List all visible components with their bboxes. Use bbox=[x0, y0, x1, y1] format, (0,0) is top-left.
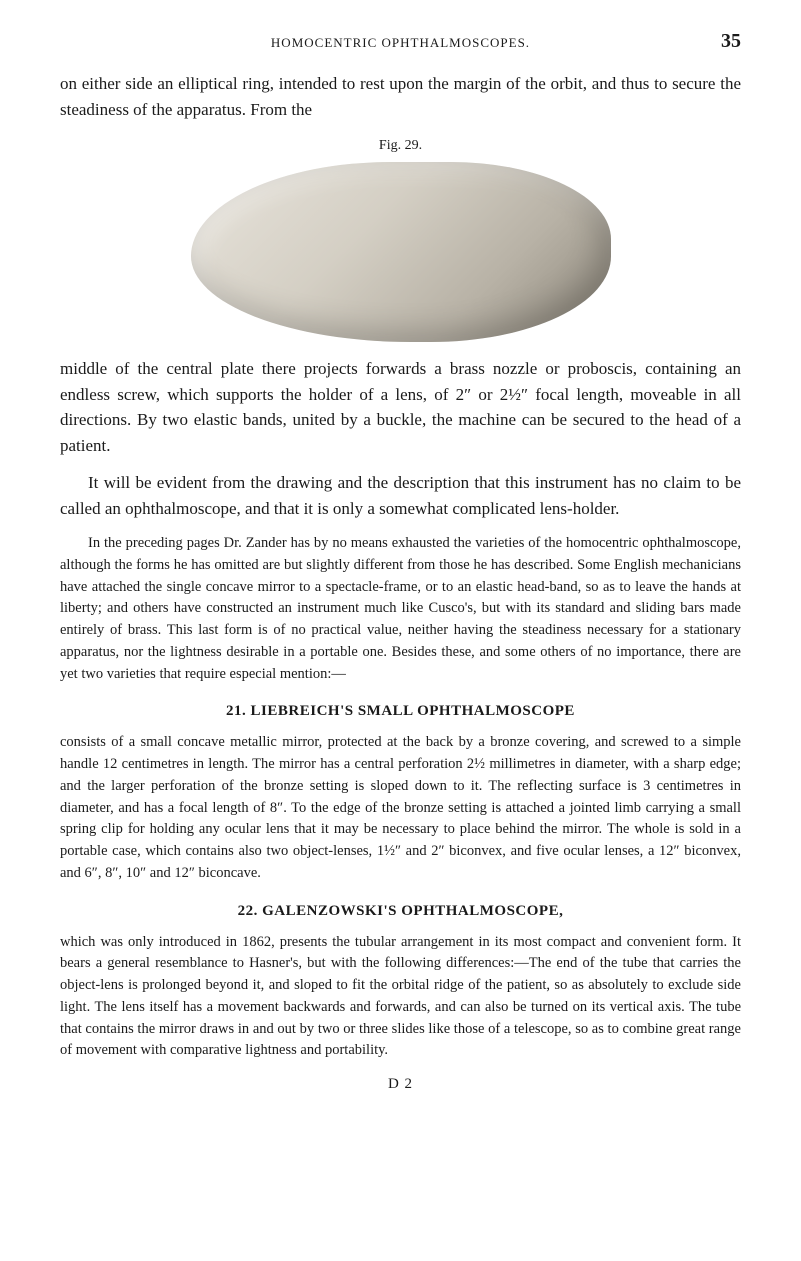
section-21-text: consists of a small concave metallic mir… bbox=[60, 732, 741, 884]
section-21-heading: 21. LIEBREICH'S SMALL OPHTHALMOSCOPE bbox=[60, 703, 741, 720]
middle-paragraph: middle of the central plate there projec… bbox=[60, 356, 741, 458]
intro-paragraph: on either side an elliptical ring, inten… bbox=[60, 71, 741, 122]
page-number: 35 bbox=[701, 30, 741, 53]
figure-29-illustration bbox=[191, 162, 611, 342]
document-page: HOMOCENTRIC OPHTHALMOSCOPES. 35 on eithe… bbox=[0, 0, 801, 1133]
evident-paragraph: It will be evident from the drawing and … bbox=[60, 470, 741, 521]
running-header: HOMOCENTRIC OPHTHALMOSCOPES. bbox=[100, 35, 701, 51]
section-22-heading: 22. GALENZOWSKI'S OPHTHALMOSCOPE, bbox=[60, 903, 741, 920]
section-22-text: which was only introduced in 1862, prese… bbox=[60, 932, 741, 1063]
page-header: HOMOCENTRIC OPHTHALMOSCOPES. 35 bbox=[60, 30, 741, 53]
signature-mark: D 2 bbox=[60, 1076, 741, 1093]
figure-caption: Fig. 29. bbox=[60, 138, 741, 154]
preceding-paragraph: In the preceding pages Dr. Zander has by… bbox=[60, 533, 741, 685]
